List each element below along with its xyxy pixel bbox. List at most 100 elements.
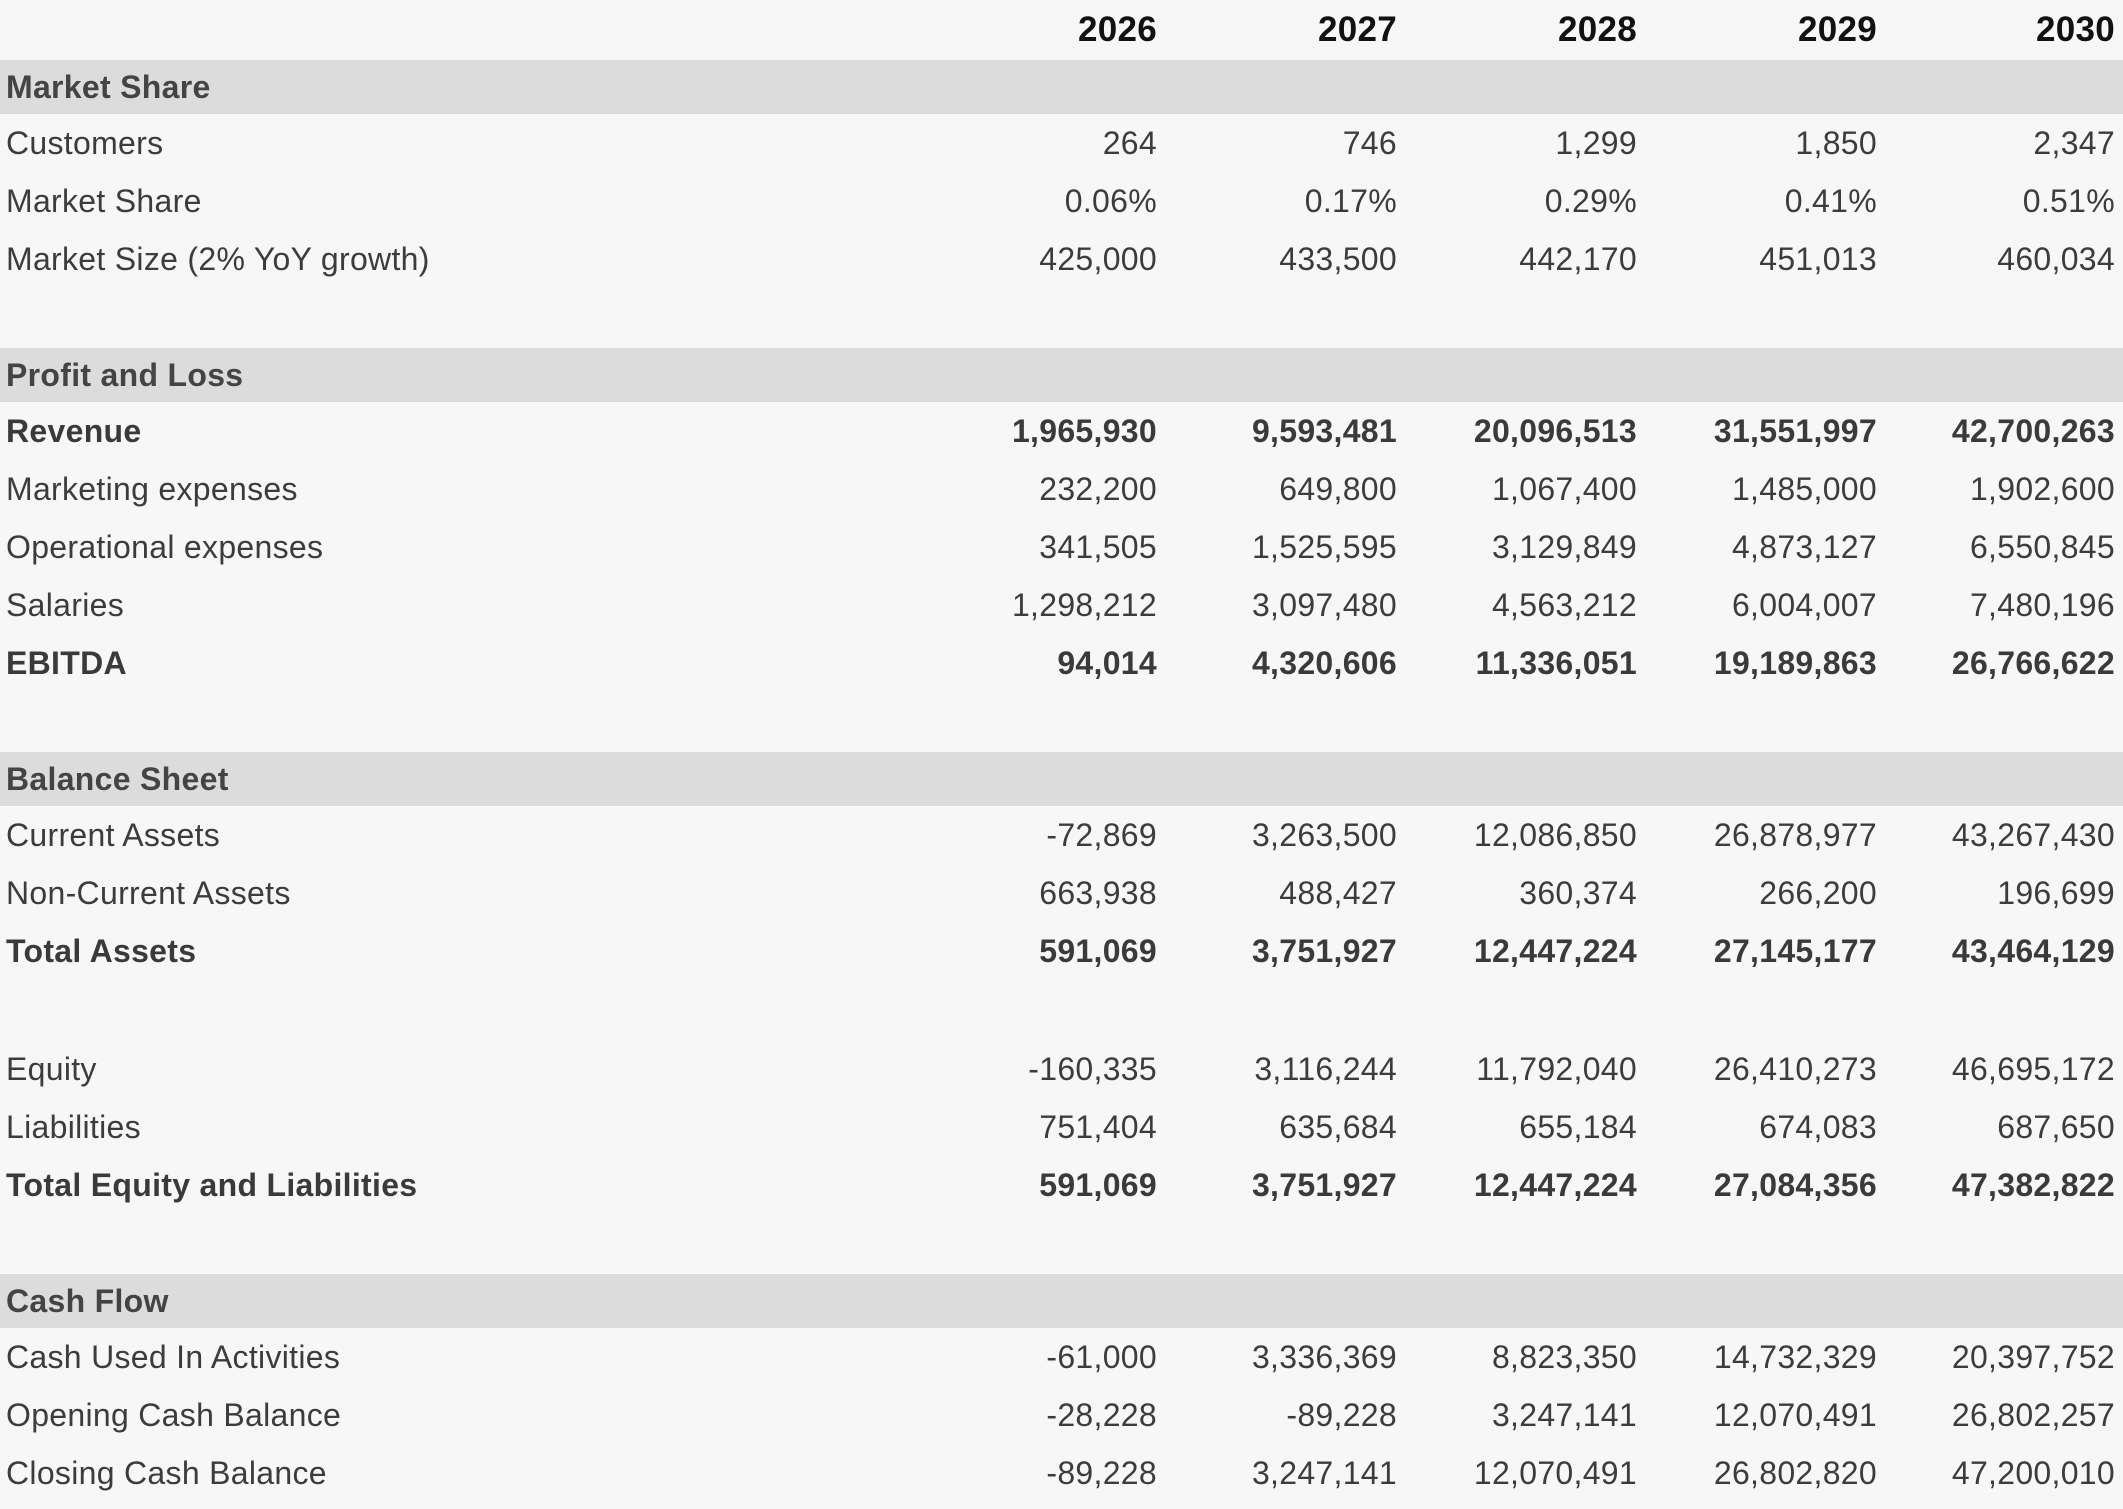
row-label: Opening Cash Balance xyxy=(6,1396,342,1433)
table-row: Closing Cash Balance -89,228 3,247,141 12,0… xyxy=(0,1444,2123,1502)
table-row: Liabilities 751,404 635,684 655,184 674,083 6… xyxy=(0,1098,2123,1156)
row-label: Non-Current Assets xyxy=(6,874,291,911)
section-title: Profit and Loss xyxy=(6,356,244,393)
value-cell: 12,070,491 xyxy=(1713,1396,1877,1433)
row-label: Equity xyxy=(6,1050,97,1087)
year-header-row: 2026 2027 2028 2029 2030 xyxy=(0,0,2123,60)
row-label: Total Assets xyxy=(6,932,197,969)
value-cell: -72,869 xyxy=(1046,816,1157,853)
value-cell: 12,447,224 xyxy=(1473,1166,1637,1203)
table-row: Customers 264 746 1,299 1,850 2,347 xyxy=(0,114,2123,172)
value-cell: 4,563,212 xyxy=(1491,586,1637,623)
value-cell: 3,336,369 xyxy=(1251,1338,1397,1375)
value-cell: 8,823,350 xyxy=(1491,1338,1637,1375)
row-label: Cash Used In Activities xyxy=(6,1338,341,1375)
value-cell: 488,427 xyxy=(1279,874,1397,911)
value-cell: 0.51% xyxy=(2022,182,2115,219)
value-cell: 3,129,849 xyxy=(1491,528,1637,565)
value-cell: 674,083 xyxy=(1759,1108,1877,1145)
value-cell: 6,550,845 xyxy=(1969,528,2115,565)
value-cell: 425,000 xyxy=(1039,240,1157,277)
table-row: Market Share 0.06% 0.17% 0.29% 0.41% 0.51% xyxy=(0,172,2123,230)
value-cell: 14,732,329 xyxy=(1713,1338,1877,1375)
row-label: Total Equity and Liabilities xyxy=(6,1166,418,1203)
value-cell: 12,086,850 xyxy=(1473,816,1637,853)
value-cell: 433,500 xyxy=(1279,240,1397,277)
value-cell: 0.29% xyxy=(1544,182,1637,219)
value-cell: -89,228 xyxy=(1286,1396,1397,1433)
value-cell: 42,700,263 xyxy=(1951,412,2115,449)
section-title: Market Share xyxy=(6,68,211,105)
value-cell: 591,069 xyxy=(1039,1166,1157,1203)
value-cell: 3,263,500 xyxy=(1251,816,1397,853)
value-cell: 360,374 xyxy=(1519,874,1637,911)
section-title: Balance Sheet xyxy=(6,760,229,797)
section-spacer xyxy=(0,1214,2123,1274)
year-header: 2030 xyxy=(2035,10,2115,49)
value-cell: 442,170 xyxy=(1519,240,1637,277)
value-cell: 26,766,622 xyxy=(1951,644,2115,681)
value-cell: 451,013 xyxy=(1759,240,1877,277)
value-cell: 94,014 xyxy=(1057,644,1157,681)
value-cell: 26,802,820 xyxy=(1713,1454,1877,1491)
value-cell: 232,200 xyxy=(1039,470,1157,507)
section-header-row: Market Share xyxy=(0,60,2123,114)
section-header-row: Cash Flow xyxy=(0,1274,2123,1328)
value-cell: 751,404 xyxy=(1039,1108,1157,1145)
value-cell: 9,593,481 xyxy=(1251,412,1397,449)
value-cell: 47,200,010 xyxy=(1951,1454,2115,1491)
value-cell: 341,505 xyxy=(1039,528,1157,565)
value-cell: 3,097,480 xyxy=(1251,586,1397,623)
table-row: Marketing expenses 232,200 649,800 1,067,40… xyxy=(0,460,2123,518)
value-cell: 20,096,513 xyxy=(1473,412,1637,449)
value-cell: 19,189,863 xyxy=(1713,644,1877,681)
value-cell: -160,335 xyxy=(1028,1050,1157,1087)
section-spacer xyxy=(0,692,2123,752)
value-cell: 460,034 xyxy=(1997,240,2115,277)
value-cell: 20,397,752 xyxy=(1951,1338,2115,1375)
value-cell: 663,938 xyxy=(1039,874,1157,911)
value-cell: -61,000 xyxy=(1046,1338,1157,1375)
year-header: 2027 xyxy=(1317,10,1397,49)
value-cell: 1,902,600 xyxy=(1969,470,2115,507)
value-cell: 11,792,040 xyxy=(1476,1050,1637,1087)
table-row: Current Assets -72,869 3,263,500 12,086,850… xyxy=(0,806,2123,864)
table-row: Market Size (2% YoY growth) 425,000 433,50… xyxy=(0,230,2123,288)
value-cell: 31,551,997 xyxy=(1713,412,1877,449)
value-cell: 12,447,224 xyxy=(1473,932,1637,969)
row-label: Market Size (2% YoY growth) xyxy=(6,240,430,277)
value-cell: 11,336,051 xyxy=(1475,644,1637,681)
value-cell: 655,184 xyxy=(1519,1108,1637,1145)
value-cell: 0.06% xyxy=(1064,182,1157,219)
value-cell: 687,650 xyxy=(1997,1108,2115,1145)
section-header-row: Balance Sheet xyxy=(0,752,2123,806)
value-cell: 4,320,606 xyxy=(1251,644,1397,681)
value-cell: 3,247,141 xyxy=(1251,1454,1397,1491)
value-cell: 3,751,927 xyxy=(1251,932,1397,969)
value-cell: 1,485,000 xyxy=(1731,470,1877,507)
year-header: 2029 xyxy=(1797,10,1877,49)
row-label: Closing Cash Balance xyxy=(6,1454,327,1491)
row-label: Liabilities xyxy=(6,1108,141,1145)
value-cell: 47,382,822 xyxy=(1951,1166,2115,1203)
section-header-row: Profit and Loss xyxy=(0,348,2123,402)
total-row: Total Assets 591,069 3,751,927 12,447,224 27… xyxy=(0,922,2123,980)
year-header: 2026 xyxy=(1077,10,1157,49)
value-cell: 3,247,141 xyxy=(1491,1396,1637,1433)
value-cell: 26,410,273 xyxy=(1713,1050,1877,1087)
table-row: Opening Cash Balance -28,228 -89,228 3,247,… xyxy=(0,1386,2123,1444)
value-cell: 635,684 xyxy=(1279,1108,1397,1145)
value-cell: 591,069 xyxy=(1039,932,1157,969)
row-spacer xyxy=(0,980,2123,1040)
table-row: Non-Current Assets 663,938 488,427 360,374 2… xyxy=(0,864,2123,922)
value-cell: 1,299 xyxy=(1555,124,1637,161)
value-cell: 27,084,356 xyxy=(1713,1166,1877,1203)
value-cell: 746 xyxy=(1342,124,1397,161)
value-cell: 7,480,196 xyxy=(1969,586,2115,623)
table-row: Equity -160,335 3,116,244 11,792,040 26,410,… xyxy=(0,1040,2123,1098)
row-label: Salaries xyxy=(6,586,125,623)
row-label: Current Assets xyxy=(6,816,221,853)
table-row: Cash Used In Activities -61,000 3,336,369 8… xyxy=(0,1328,2123,1386)
value-cell: 649,800 xyxy=(1279,470,1397,507)
